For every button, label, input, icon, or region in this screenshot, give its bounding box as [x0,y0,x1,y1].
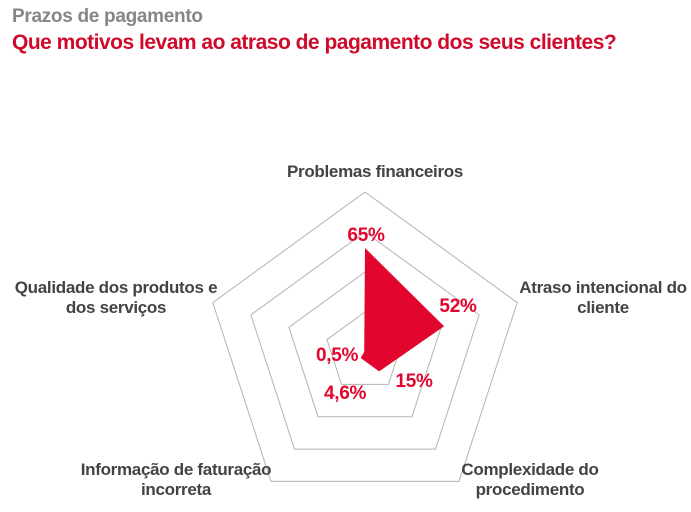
value-label-problemas-financeiros: 65% [347,225,385,246]
axis-label-line: Atraso intencional do [519,278,687,297]
axis-label-qualidade-produtos: Qualidade dos produtos e dos serviços [10,278,222,318]
axis-label-line: Qualidade dos produtos e [14,278,218,297]
value-label-complexidade: 15% [395,371,433,392]
axis-label-atraso-intencional: Atraso intencional do cliente [512,278,691,318]
page-title: Que motivos levam ao atraso de pagamento… [12,31,617,54]
axis-label-complexidade-procedimento: Complexidade do procedimento [435,460,625,500]
axis-label-informacao-faturacao: Informação de faturação incorreta [76,460,276,500]
axis-label-line: Informação de faturação [80,460,272,479]
value-label-atraso-intencional: 52% [439,296,477,317]
axis-label-line: procedimento [475,480,585,499]
axis-label-line: dos serviços [65,298,167,317]
grid-ring-75 [250,231,480,450]
series-polygon [360,248,445,372]
axis-label-line: incorreta [140,480,212,499]
axis-label-problemas-financeiros: Problemas financeiros [287,162,463,182]
axis-label-line: Problemas financeiros [286,162,464,181]
value-label-qualidade: 0,5% [315,345,359,366]
kicker-text: Prazos de pagamento [12,6,203,27]
axis-label-line: cliente [577,298,629,317]
value-label-informacao-faturacao: 4,6% [323,383,367,404]
axis-label-line: Complexidade do [461,460,599,479]
grid-ring-100 [212,191,518,482]
